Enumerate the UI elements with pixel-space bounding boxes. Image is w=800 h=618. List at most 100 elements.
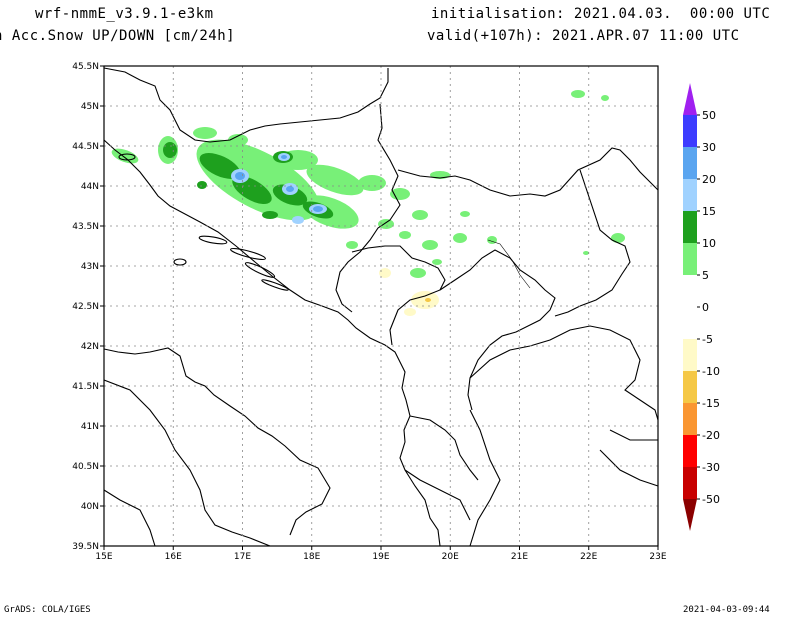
snow-patch [235, 172, 245, 180]
country-border [487, 239, 531, 289]
model-title: wrf-nmmE_v3.9.1-e3km [35, 6, 214, 22]
snow-patch [163, 142, 177, 158]
country-border [469, 325, 659, 421]
lon-label: 19E [372, 552, 389, 562]
legend-band [683, 179, 697, 211]
snow-patch [281, 155, 287, 159]
country-border [397, 147, 659, 197]
country-border [599, 429, 659, 487]
country-border [439, 249, 556, 411]
legend-band [683, 435, 697, 467]
lat-label: 39.5N [72, 542, 99, 552]
legend-band [683, 307, 697, 339]
legend-band [683, 275, 697, 307]
snow-patch [199, 153, 241, 179]
snow-patch [379, 268, 391, 278]
legend-label: -5 [702, 333, 713, 346]
snow-patch [571, 90, 585, 98]
snow-patch [453, 233, 467, 243]
longitude-axis: 15E 16E 17E 18E 19E 20E 21E 22E 23E [95, 546, 667, 562]
snow-patch [410, 268, 426, 278]
lat-label: 41.5N [72, 382, 99, 392]
legend-label: -30 [702, 461, 720, 474]
country-border [404, 415, 479, 521]
snow-melt-patches [379, 268, 439, 316]
legend-label: 50 [702, 109, 716, 122]
snow-patch [196, 139, 320, 221]
snow-20-30-patches [235, 155, 323, 212]
island [261, 279, 289, 291]
legend-band [683, 339, 697, 371]
snow-patch [193, 127, 217, 139]
footer-credit: GrADS: COLA/IGES [4, 605, 91, 615]
footer-timestamp: 2021-04-03-09:44 [683, 605, 770, 615]
lat-label: 45.5N [72, 62, 99, 72]
legend-label: 15 [702, 205, 716, 218]
snow-patch [399, 231, 411, 239]
snow-patch [286, 186, 294, 192]
snow-patch [292, 216, 304, 224]
lon-label: 23E [649, 552, 666, 562]
legend-label: 30 [702, 141, 716, 154]
lat-label: 44.5N [72, 142, 99, 152]
snow-patch [262, 211, 278, 219]
snow-5-10-patches [111, 90, 625, 278]
legend-label: -20 [702, 429, 720, 442]
lat-label: 42N [81, 342, 99, 352]
legend-bottom-arrow [683, 499, 697, 531]
lat-label: 40N [81, 502, 99, 512]
island [244, 262, 276, 278]
lon-label: 18E [303, 552, 320, 562]
snow-patch [601, 95, 609, 101]
valid-time: valid(+107h): 2021.APR.07 11:00 UTC [427, 28, 740, 44]
island [198, 235, 228, 245]
legend-band [683, 467, 697, 499]
coastlines-borders [103, 67, 659, 547]
snow-patch [346, 241, 358, 249]
country-border [469, 409, 501, 547]
country-border [554, 169, 631, 317]
snow-patch [422, 240, 438, 250]
legend-band [683, 147, 697, 179]
lon-label: 16E [165, 552, 182, 562]
lat-label: 43.5N [72, 222, 99, 232]
snow-patch [306, 164, 364, 196]
field-title: h Acc.Snow UP/DOWN [cm/24h] [0, 28, 236, 44]
init-time: initialisation: 2021.04.03. 00:00 UTC [431, 6, 771, 22]
legend-label: -10 [702, 365, 720, 378]
snow-patch [425, 298, 431, 302]
legend-label: 0 [702, 301, 709, 314]
lon-label: 17E [234, 552, 251, 562]
island [173, 258, 187, 266]
country-border [103, 67, 389, 143]
snow-patch [432, 259, 442, 265]
lat-label: 40.5N [72, 462, 99, 472]
legend-label: -15 [702, 397, 720, 410]
legend-label: 10 [702, 237, 716, 250]
snow-patch [378, 219, 394, 229]
lat-label: 42.5N [72, 302, 99, 312]
legend-label: -50 [702, 493, 720, 506]
snow-patch [404, 308, 416, 316]
snow-melt-10-patches [425, 298, 431, 302]
snow-patch [358, 175, 386, 191]
lat-label: 44N [81, 182, 99, 192]
legend-label: 5 [702, 269, 709, 282]
lon-label: 20E [442, 552, 459, 562]
lat-lon-grid [104, 66, 658, 546]
island [230, 247, 266, 261]
snow-patch [583, 251, 589, 255]
lat-label: 45N [81, 102, 99, 112]
lat-label: 43N [81, 262, 99, 272]
snow-patch [460, 211, 470, 217]
snow-patch [232, 176, 272, 204]
snow-patch [197, 181, 207, 189]
snow-patch [313, 206, 323, 212]
country-border [351, 245, 446, 346]
country-border [335, 103, 401, 313]
island [118, 153, 136, 161]
legend-band [683, 115, 697, 147]
legend-band [683, 211, 697, 243]
legend-top-arrow [683, 83, 697, 115]
